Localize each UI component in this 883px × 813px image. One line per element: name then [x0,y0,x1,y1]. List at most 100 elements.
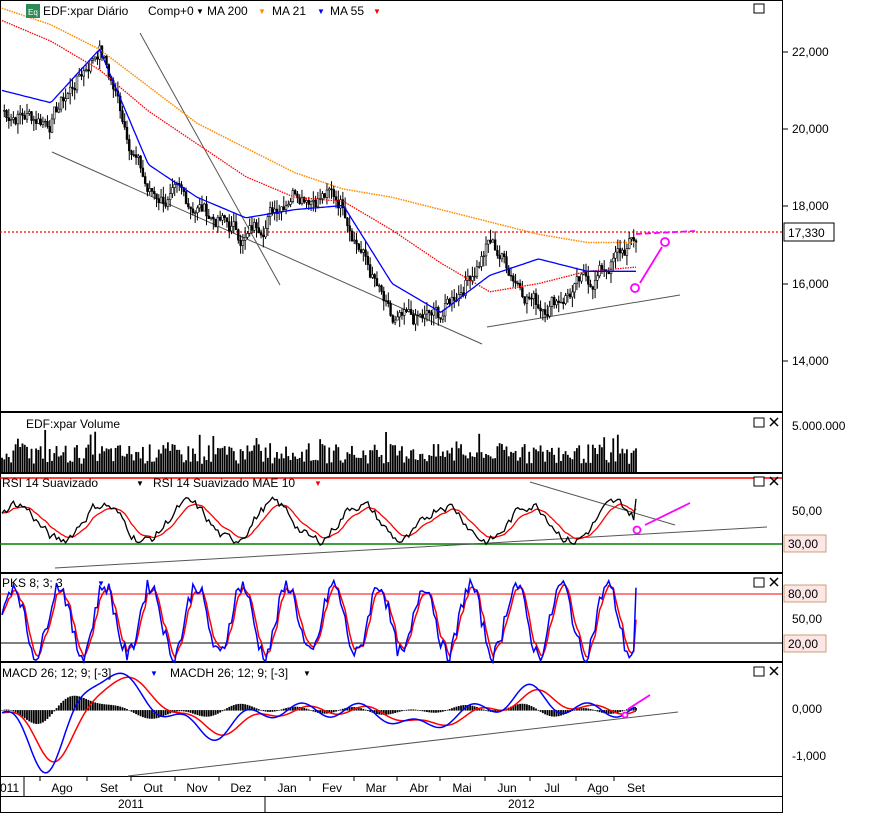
macd-projection-line[interactable] [627,694,651,710]
volume-bar [214,454,217,472]
ma21-legend[interactable]: MA 21 [272,4,306,18]
volume-bar [416,460,419,472]
macd-histogram-bar [64,698,67,711]
rsi-projection-line[interactable] [644,502,691,526]
macdh-title[interactable]: MACDH 26; 12; 9; [-3] [170,666,288,680]
candle-body [571,291,574,298]
candle-body [25,113,29,120]
price-rise-arrow-line[interactable] [639,246,663,284]
candle-body [91,58,95,61]
rsi-title[interactable]: RSI 14 Suavizado [2,476,98,490]
macd-histogram-bar [610,710,612,714]
candle-body [121,110,124,122]
volume-bar [414,459,417,472]
macd-histogram-bar [60,702,62,711]
volume-bar [551,447,553,472]
volume-close-icon[interactable] [769,417,779,427]
ma200-legend[interactable]: MA 200 [207,4,248,18]
volume-title[interactable]: EDF:xpar Volume [26,417,120,431]
rsi-maximize-icon[interactable] [753,476,765,487]
month-label: Ago [51,781,73,795]
candle-body [34,119,38,124]
candle-body [205,203,208,217]
volume-maximize-icon[interactable] [753,417,765,428]
candle-body [448,298,451,305]
candle-body [325,189,329,198]
macd-histogram-bar [510,706,512,711]
candle-body [221,215,224,221]
macd-title[interactable]: MACD 26; 12; 9; [-3] [2,666,111,680]
volume-bar [257,444,260,472]
volume-bar [328,447,331,472]
macd-dropdown-icon[interactable]: ▼ [150,669,158,678]
candle-body [255,222,258,229]
price-steep-trendline[interactable] [139,32,281,286]
candle-body [491,239,495,243]
macd-histogram-bar [198,710,201,716]
pks-title[interactable]: PKS 8; 3; 3 [2,576,63,590]
volume-bar [271,463,274,472]
pks-dropdown-icon[interactable]: ▼ [97,579,105,588]
candle-body [414,314,417,325]
candle-body [627,238,631,249]
candle-body [468,275,472,281]
candle-body [437,307,440,318]
price-target-marker-low[interactable] [630,283,640,293]
rsi-down-trendline[interactable] [529,481,676,526]
candle-body [209,216,213,219]
macd-histogram-bar [462,705,465,711]
macd-marker[interactable] [621,711,629,719]
macd-up-trendline[interactable] [127,711,679,777]
macd-histogram-bar [387,710,390,715]
candle-body [564,295,567,304]
macd-histogram-bar [594,710,596,711]
comp-label[interactable]: Comp+0 [148,4,194,18]
candle-body [96,56,99,60]
candle-body [234,221,238,231]
candle-body [198,204,201,209]
price-target-marker-high[interactable] [660,237,670,247]
macdh-dropdown-icon[interactable]: ▼ [303,669,311,678]
volume-bar [148,444,151,472]
rsi-marker[interactable] [632,525,642,535]
candle-body [164,203,167,207]
candle-body [14,117,17,125]
rsi-close-icon[interactable] [769,476,779,486]
price-up-trendline[interactable] [486,294,681,328]
rsi-ma-title[interactable]: RSI 14 Suavizado MAE 10 [153,476,295,490]
candle-body [55,106,58,113]
candle-body [264,228,267,238]
ma55-dropdown-icon[interactable]: ▼ [373,7,381,16]
rsi-up-trendline[interactable] [54,526,768,569]
rsi-dropdown-icon[interactable]: ▼ [136,479,144,488]
ma21-dropdown-icon[interactable]: ▼ [317,7,325,16]
month-label: Dez [230,781,251,795]
volume-bar [298,457,301,472]
volume-bar [564,451,567,472]
symbol-title[interactable]: EDF:xpar Diário [43,4,129,18]
price-maximize-icon[interactable] [753,3,765,14]
candle-body [80,74,83,77]
comp-dropdown-icon[interactable]: ▼ [196,7,204,16]
macd-histogram-bar [428,710,431,713]
volume-bar [228,446,231,472]
volume-bar [537,451,540,472]
macd-maximize-icon[interactable] [753,666,765,677]
macd-close-icon[interactable] [769,666,779,676]
volume-bar [246,445,249,472]
month-label: Jul [544,781,559,795]
macd-histogram-bar [273,710,276,712]
price-projection-line[interactable] [635,230,696,235]
ma200-dropdown-icon[interactable]: ▼ [258,7,266,16]
volume-bar [385,431,387,472]
macd-histogram-bar [473,706,476,711]
volume-bar [266,457,269,472]
candle-body [384,300,388,302]
volume-bar [3,459,6,472]
volume-bar [146,460,149,472]
ma55-legend[interactable]: MA 55 [330,4,364,18]
rsi-ma-dropdown-icon[interactable]: ▼ [314,479,322,488]
pks-maximize-icon[interactable] [753,577,765,588]
pks-close-icon[interactable] [769,577,779,587]
candle-body [473,275,476,278]
